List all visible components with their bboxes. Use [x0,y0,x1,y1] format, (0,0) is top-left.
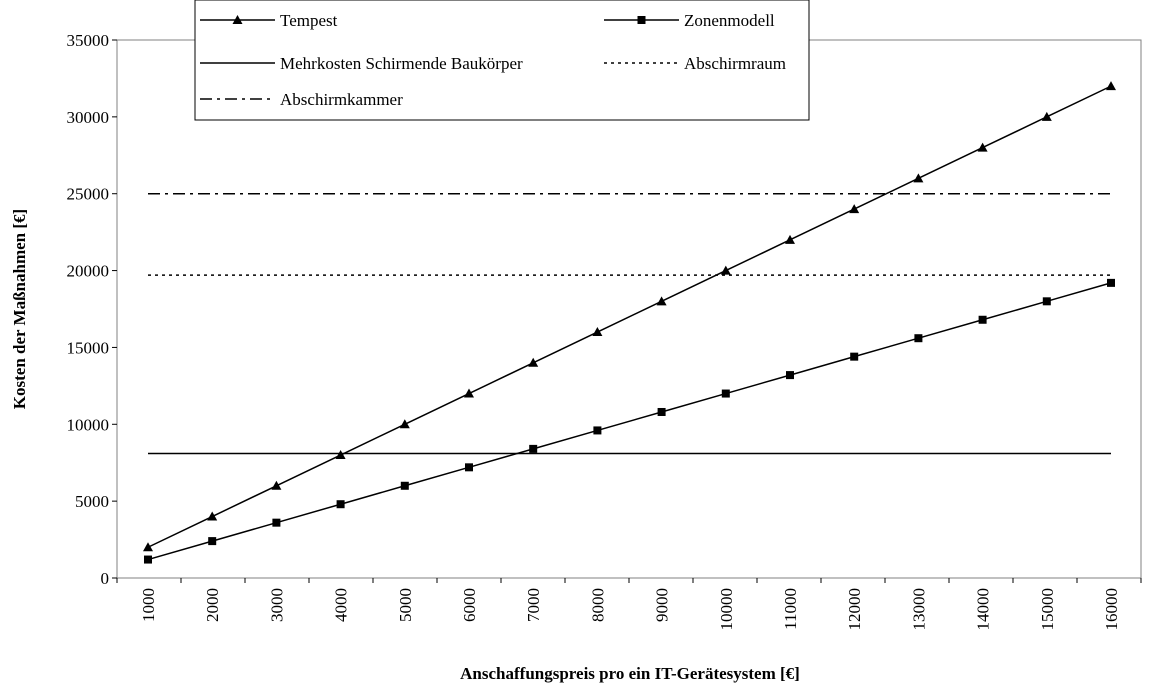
data-point-triangle [913,173,924,183]
data-point-triangle [1041,111,1052,121]
x-tick-label: 10000 [717,588,736,631]
data-point-triangle [592,327,603,337]
data-point-triangle [271,480,282,490]
data-point-square [786,371,794,380]
legend-label: Mehrkosten Schirmende Baukörper [280,54,523,73]
x-tick-label: 12000 [845,588,864,631]
data-point-triangle [335,450,346,460]
x-tick-label: 14000 [974,588,993,631]
x-tick-label: 11000 [781,588,800,630]
x-tick-label: 1000 [139,588,158,622]
data-point-square [593,426,602,435]
y-tick-label: 5000 [75,492,109,511]
x-tick-label: 9000 [653,588,672,622]
y-tick-label: 10000 [67,415,110,434]
y-tick-label: 35000 [67,31,110,50]
x-tick-label: 3000 [267,588,286,622]
plot-area [116,39,1142,579]
data-point-square [272,518,281,527]
y-tick-label: 30000 [67,108,110,127]
series-line [147,282,1112,561]
data-point-triangle [528,357,539,367]
data-point-square [336,500,345,509]
y-tick-label: 20000 [67,262,110,281]
data-point-triangle [143,542,153,552]
data-point-square [978,315,987,324]
legend-marker [637,16,646,24]
x-tick-label: 8000 [588,588,607,622]
x-tick-label: 6000 [460,588,479,622]
y-tick-label: 15000 [67,338,110,357]
legend: Tempest Zonenmodell Mehrkosten Schirmende … [194,0,810,121]
data-point-square [529,444,538,453]
y-tick-label: 25000 [67,185,110,204]
legend-label: Abschirmkammer [280,90,403,109]
x-tick-label: 15000 [1038,588,1057,631]
data-point-square [400,481,409,490]
legend-entry: Abschirmraum [604,54,786,73]
data-point-square [850,352,859,361]
legend-entry: Zonenmodell [604,11,775,30]
data-point-square [465,463,473,472]
x-tick-label: 16000 [1102,588,1121,631]
legend-box [194,0,810,121]
legend-label: Zonenmodell [684,11,775,30]
data-point-square [721,389,730,398]
data-point-square [914,334,923,343]
x-tick-label: 4000 [332,588,351,622]
x-tick-label: 13000 [909,588,928,631]
series-layer [143,81,1116,564]
data-point-triangle [720,265,731,275]
data-point-triangle [977,142,988,152]
data-point-triangle [849,204,860,214]
data-point-triangle [785,234,795,244]
data-point-triangle [399,419,410,429]
data-point-square [1042,297,1051,306]
x-axis: 1000 2000 3000 4000 5000 6000 7000 8000 9000 1000… [116,578,1142,631]
data-point-square [1107,278,1115,287]
data-point-triangle [207,511,218,521]
legend-label: Tempest [280,11,338,30]
series-zonenmodell [144,278,1115,564]
x-tick-label: 7000 [524,588,543,622]
data-point-triangle [656,296,667,306]
data-point-square [657,407,666,416]
x-axis-title: Anschaffungspreis pro ein IT-Gerätesyste… [460,664,800,683]
data-point-triangle [1106,81,1116,91]
series-tempest [143,81,1116,552]
legend-label: Abschirmraum [684,54,786,73]
legend-entry: Abschirmkammer [200,90,403,109]
x-tick-label: 2000 [203,588,222,622]
x-tick-label: 5000 [396,588,415,622]
legend-entry: Mehrkosten Schirmende Baukörper [200,54,523,73]
y-axis: 0 5000 10000 15000 20000 25000 30000 35000 [67,31,117,588]
data-point-triangle [464,388,474,398]
series-line [147,85,1112,548]
y-tick-label: 0 [101,569,110,588]
data-point-square [208,537,217,546]
data-point-square [144,555,152,564]
y-axis-title: Kosten der Maßnahmen [€] [10,209,29,409]
legend-entry: Tempest [200,11,338,30]
legend-marker [232,15,243,24]
